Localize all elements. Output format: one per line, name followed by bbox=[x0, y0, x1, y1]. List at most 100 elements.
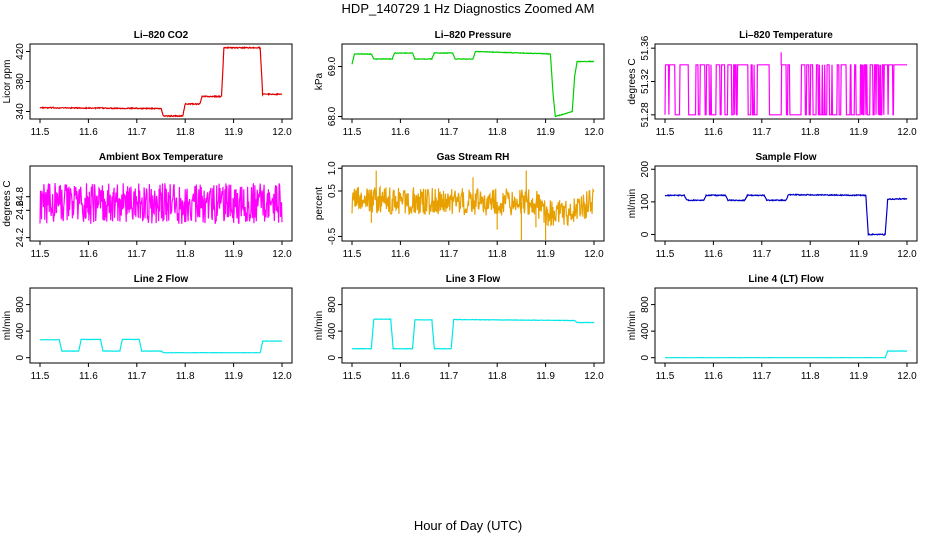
x-tick-label: 11.7 bbox=[439, 249, 458, 260]
x-tick-label: 12.0 bbox=[584, 249, 604, 260]
y-tick-label: 400 bbox=[640, 322, 651, 339]
x-tick-label: 11.8 bbox=[801, 127, 820, 138]
x-tick-label: 11.9 bbox=[224, 249, 243, 260]
plot-frame bbox=[341, 287, 605, 364]
series-line-ambient bbox=[39, 183, 283, 225]
x-tick-label: 11.6 bbox=[704, 371, 723, 382]
plot-frame bbox=[654, 287, 918, 364]
x-tick-label: 11.5 bbox=[31, 371, 50, 382]
x-tick-label: 11.8 bbox=[488, 127, 507, 138]
x-tick-label: 11.5 bbox=[343, 127, 362, 138]
panel-title: Line 3 Flow bbox=[446, 274, 501, 285]
panel-li820temp: Li–820 Temperature degrees C 11.5 11.6 11.7 1… bbox=[627, 30, 918, 138]
x-tick-label: 12.0 bbox=[272, 249, 292, 260]
x-tick-label: 12.0 bbox=[272, 371, 292, 382]
y-axis-label: ml/min bbox=[2, 311, 13, 340]
y-axis-label: ml/min bbox=[314, 311, 325, 340]
x-tick-label: 11.8 bbox=[488, 371, 507, 382]
x-tick-label: 11.7 bbox=[127, 127, 146, 138]
y-axis-label: ml/min bbox=[627, 311, 638, 340]
panel-sampleflow: Sample Flow ml/min 11.5 11.6 11.7 11.8 11.9 12.… bbox=[627, 152, 918, 260]
x-tick-label: 11.8 bbox=[176, 371, 195, 382]
x-tick-label: 11.8 bbox=[488, 249, 507, 260]
y-tick-label: 800 bbox=[15, 296, 26, 313]
y-tick-label: 24.8 bbox=[15, 187, 26, 207]
x-tick-label: 11.6 bbox=[79, 127, 98, 138]
x-tick-label: 12.0 bbox=[897, 249, 917, 260]
panel-title: Li–820 CO2 bbox=[134, 30, 189, 41]
x-tick-label: 11.9 bbox=[849, 127, 868, 138]
y-tick-label: 0 bbox=[640, 354, 651, 360]
y-tick-label: -0.5 bbox=[327, 227, 338, 245]
series-line-sampleflow bbox=[664, 193, 908, 236]
x-tick-label: 11.7 bbox=[752, 371, 771, 382]
y-tick-label: 380 bbox=[15, 73, 26, 90]
x-tick-label: 12.0 bbox=[584, 127, 604, 138]
plot-frame bbox=[29, 165, 293, 242]
plot-frame bbox=[341, 165, 605, 242]
panel-rh: Gas Stream RH percent 11.5 11.6 11.7 11.8 11.9… bbox=[314, 152, 605, 260]
x-tick-label: 12.0 bbox=[897, 371, 917, 382]
y-axis-label: degrees C bbox=[2, 180, 13, 226]
y-tick-label: 24.6 bbox=[15, 200, 26, 220]
y-axis-label: degrees C bbox=[627, 58, 638, 104]
series-line-co2 bbox=[39, 45, 282, 118]
y-tick-label: 69.0 bbox=[327, 56, 338, 76]
y-tick-label: 24.2 bbox=[15, 227, 26, 247]
x-tick-label: 11.5 bbox=[656, 249, 675, 260]
x-tick-label: 11.7 bbox=[752, 249, 771, 260]
x-tick-label: 11.6 bbox=[391, 371, 410, 382]
x-tick-label: 12.0 bbox=[272, 127, 292, 138]
panel-pressure: Li–820 Pressure kPa 11.5 11.6 11.7 11.8 11.9 12… bbox=[314, 30, 605, 138]
panel-co2: Li–820 CO2 Licor ppm 11.5 11.6 11.7 11.8 11.9 1… bbox=[2, 30, 293, 138]
y-tick-label: 800 bbox=[327, 296, 338, 313]
x-tick-label: 11.9 bbox=[224, 127, 243, 138]
y-axis-label: Licor ppm bbox=[2, 60, 13, 104]
x-tick-label: 11.5 bbox=[343, 249, 362, 260]
y-tick-label: 420 bbox=[15, 43, 26, 60]
x-tick-label: 11.9 bbox=[224, 371, 243, 382]
x-axis-title: Hour of Day (UTC) bbox=[413, 518, 523, 533]
y-tick-label: 0.5 bbox=[327, 184, 338, 198]
y-tick-label: 51.28 bbox=[640, 102, 651, 127]
panel-title: Sample Flow bbox=[755, 152, 816, 163]
panel-line3: Line 3 Flow ml/min 11.5 11.6 11.7 11.8 11.9 12.… bbox=[314, 274, 605, 382]
panel-title: Line 4 (LT) Flow bbox=[748, 274, 824, 285]
x-tick-label: 11.6 bbox=[79, 249, 98, 260]
x-tick-label: 11.9 bbox=[536, 249, 555, 260]
panel-ambient: Ambient Box Temperature degrees C 11.5 11.6… bbox=[2, 152, 293, 260]
x-tick-label: 11.9 bbox=[536, 127, 555, 138]
x-tick-label: 11.7 bbox=[439, 371, 458, 382]
panel-title: Ambient Box Temperature bbox=[99, 152, 224, 163]
series-line-line3 bbox=[351, 317, 595, 350]
panel-line4: Line 4 (LT) Flow ml/min 11.5 11.6 11.7 11.8 11… bbox=[627, 274, 918, 382]
x-tick-label: 11.7 bbox=[439, 127, 458, 138]
y-tick-label: 1.0 bbox=[327, 161, 338, 175]
x-tick-label: 11.8 bbox=[801, 249, 820, 260]
y-axis-label: kPa bbox=[314, 72, 325, 90]
y-tick-label: 0 bbox=[327, 354, 338, 360]
x-tick-label: 11.5 bbox=[31, 249, 50, 260]
y-tick-label: 800 bbox=[640, 296, 651, 313]
y-tick-label: 340 bbox=[15, 103, 26, 120]
panel-title: Li–820 Pressure bbox=[435, 30, 512, 41]
x-tick-label: 12.0 bbox=[584, 371, 604, 382]
x-tick-label: 11.7 bbox=[127, 371, 146, 382]
x-tick-label: 11.6 bbox=[79, 371, 98, 382]
y-tick-label: 68.0 bbox=[327, 106, 338, 126]
x-tick-label: 11.6 bbox=[704, 127, 723, 138]
plot-frame bbox=[341, 43, 605, 120]
y-tick-label: 51.32 bbox=[640, 69, 651, 94]
x-tick-label: 11.6 bbox=[704, 249, 723, 260]
x-tick-label: 11.6 bbox=[391, 249, 410, 260]
x-tick-label: 11.9 bbox=[536, 371, 555, 382]
x-tick-label: 11.6 bbox=[391, 127, 410, 138]
page-title: HDP_140729 1 Hz Diagnostics Zoomed AM bbox=[341, 1, 595, 16]
series-line-pressure bbox=[351, 50, 595, 118]
panel-title: Gas Stream RH bbox=[437, 152, 510, 163]
x-tick-label: 11.5 bbox=[31, 127, 50, 138]
x-tick-label: 11.5 bbox=[656, 371, 675, 382]
panel-line2: Line 2 Flow ml/min 11.5 11.6 11.7 11.8 11.9 12.… bbox=[2, 274, 293, 382]
x-tick-label: 11.8 bbox=[176, 127, 195, 138]
x-tick-label: 11.5 bbox=[656, 127, 675, 138]
